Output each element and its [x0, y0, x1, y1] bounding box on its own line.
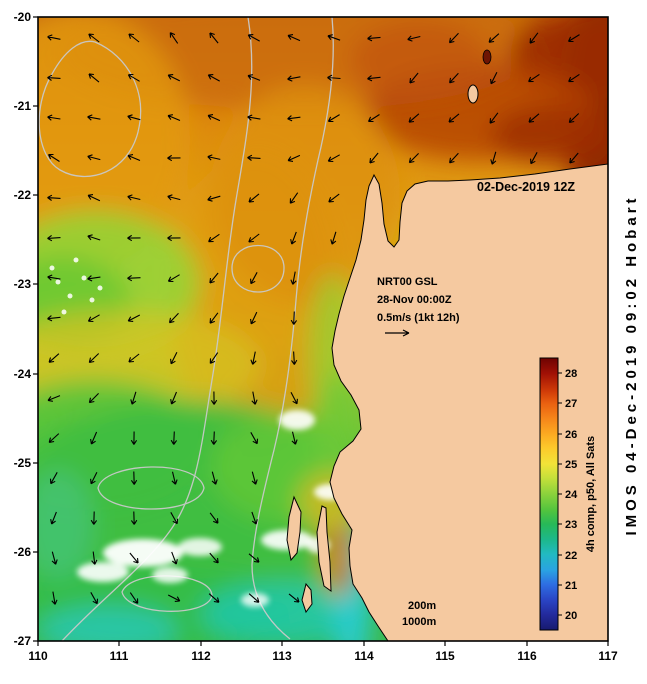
lat-ticks [33, 16, 38, 642]
island-north [467, 84, 479, 104]
analysis-time: 28-Nov 00:00Z [377, 294, 452, 306]
colorbar-tick-label: 25 [565, 459, 577, 471]
product-name: NRT00 GSL [377, 276, 438, 288]
vector-scale-label: 0.5m/s (1kt 12h) [377, 312, 460, 324]
cloud-speckles [49, 257, 103, 315]
map-frame [37, 16, 609, 642]
latitude-axis: -20 -21 -22 -23 -24 -25 -26 -27 [14, 10, 38, 648]
lon-tick-label: 114 [354, 649, 374, 663]
lon-tick-label: 116 [517, 649, 537, 663]
colorbar-tick-label: 22 [565, 550, 577, 562]
colorbar-tick-label: 20 [565, 610, 577, 622]
colorbar-ticks [558, 372, 562, 616]
lat-tick-label: -27 [14, 634, 32, 648]
colorbar-tick-label: 27 [565, 398, 577, 410]
land [286, 84, 608, 641]
lat-tick-label: -20 [14, 10, 32, 24]
lon-tick-label: 117 [598, 649, 618, 663]
depth-label-200: 200m [408, 600, 436, 612]
colorbar-title: 4h comp, p50, All Sats [585, 436, 597, 552]
lat-tick-label: -26 [14, 545, 32, 559]
lat-tick-label: -25 [14, 456, 32, 470]
colorbar-gradient [539, 357, 559, 631]
lon-tick-label: 113 [272, 649, 292, 663]
lon-tick-label: 111 [110, 649, 129, 663]
colorbar-tick-label: 26 [565, 429, 577, 441]
lon-tick-label: 110 [28, 649, 48, 663]
datetime-label: 02-Dec-2019 12Z [477, 180, 575, 194]
colorbar-tick-label: 28 [565, 368, 577, 380]
colorbar-tick-label: 21 [565, 580, 577, 592]
current-vector-layer [47, 32, 580, 605]
colorbar-tick-label: 23 [565, 519, 577, 531]
lon-ticks [37, 641, 609, 646]
vector-scale-arrow [385, 329, 410, 337]
credit-text: IMOS 04-Dec-2019 09:02 Hobart [623, 194, 640, 535]
longitude-axis: 110 111 112 113 114 115 116 117 [28, 641, 618, 663]
land-mask [329, 163, 608, 641]
island-small [301, 582, 313, 614]
lon-tick-label: 112 [191, 649, 211, 663]
island-peron-peninsula [316, 505, 332, 592]
island-north-dark [482, 49, 492, 65]
product-info: NRT00 GSL 28-Nov 00:00Z 0.5m/s (1kt 12h) [377, 276, 460, 337]
lat-tick-label: -22 [14, 188, 32, 202]
colorbar-tick-label: 24 [565, 489, 578, 501]
lat-tick-label: -24 [14, 367, 32, 381]
depth-label-1000: 1000m [402, 616, 436, 628]
lon-tick-label: 115 [435, 649, 455, 663]
current-vectors [47, 32, 580, 605]
colorbar: 28 27 26 25 24 23 22 21 20 4h comp, p50,… [539, 357, 597, 631]
lat-tick-label: -23 [14, 277, 32, 291]
lat-tick-label: -21 [14, 99, 32, 113]
island-dirk-hartog [286, 495, 302, 562]
